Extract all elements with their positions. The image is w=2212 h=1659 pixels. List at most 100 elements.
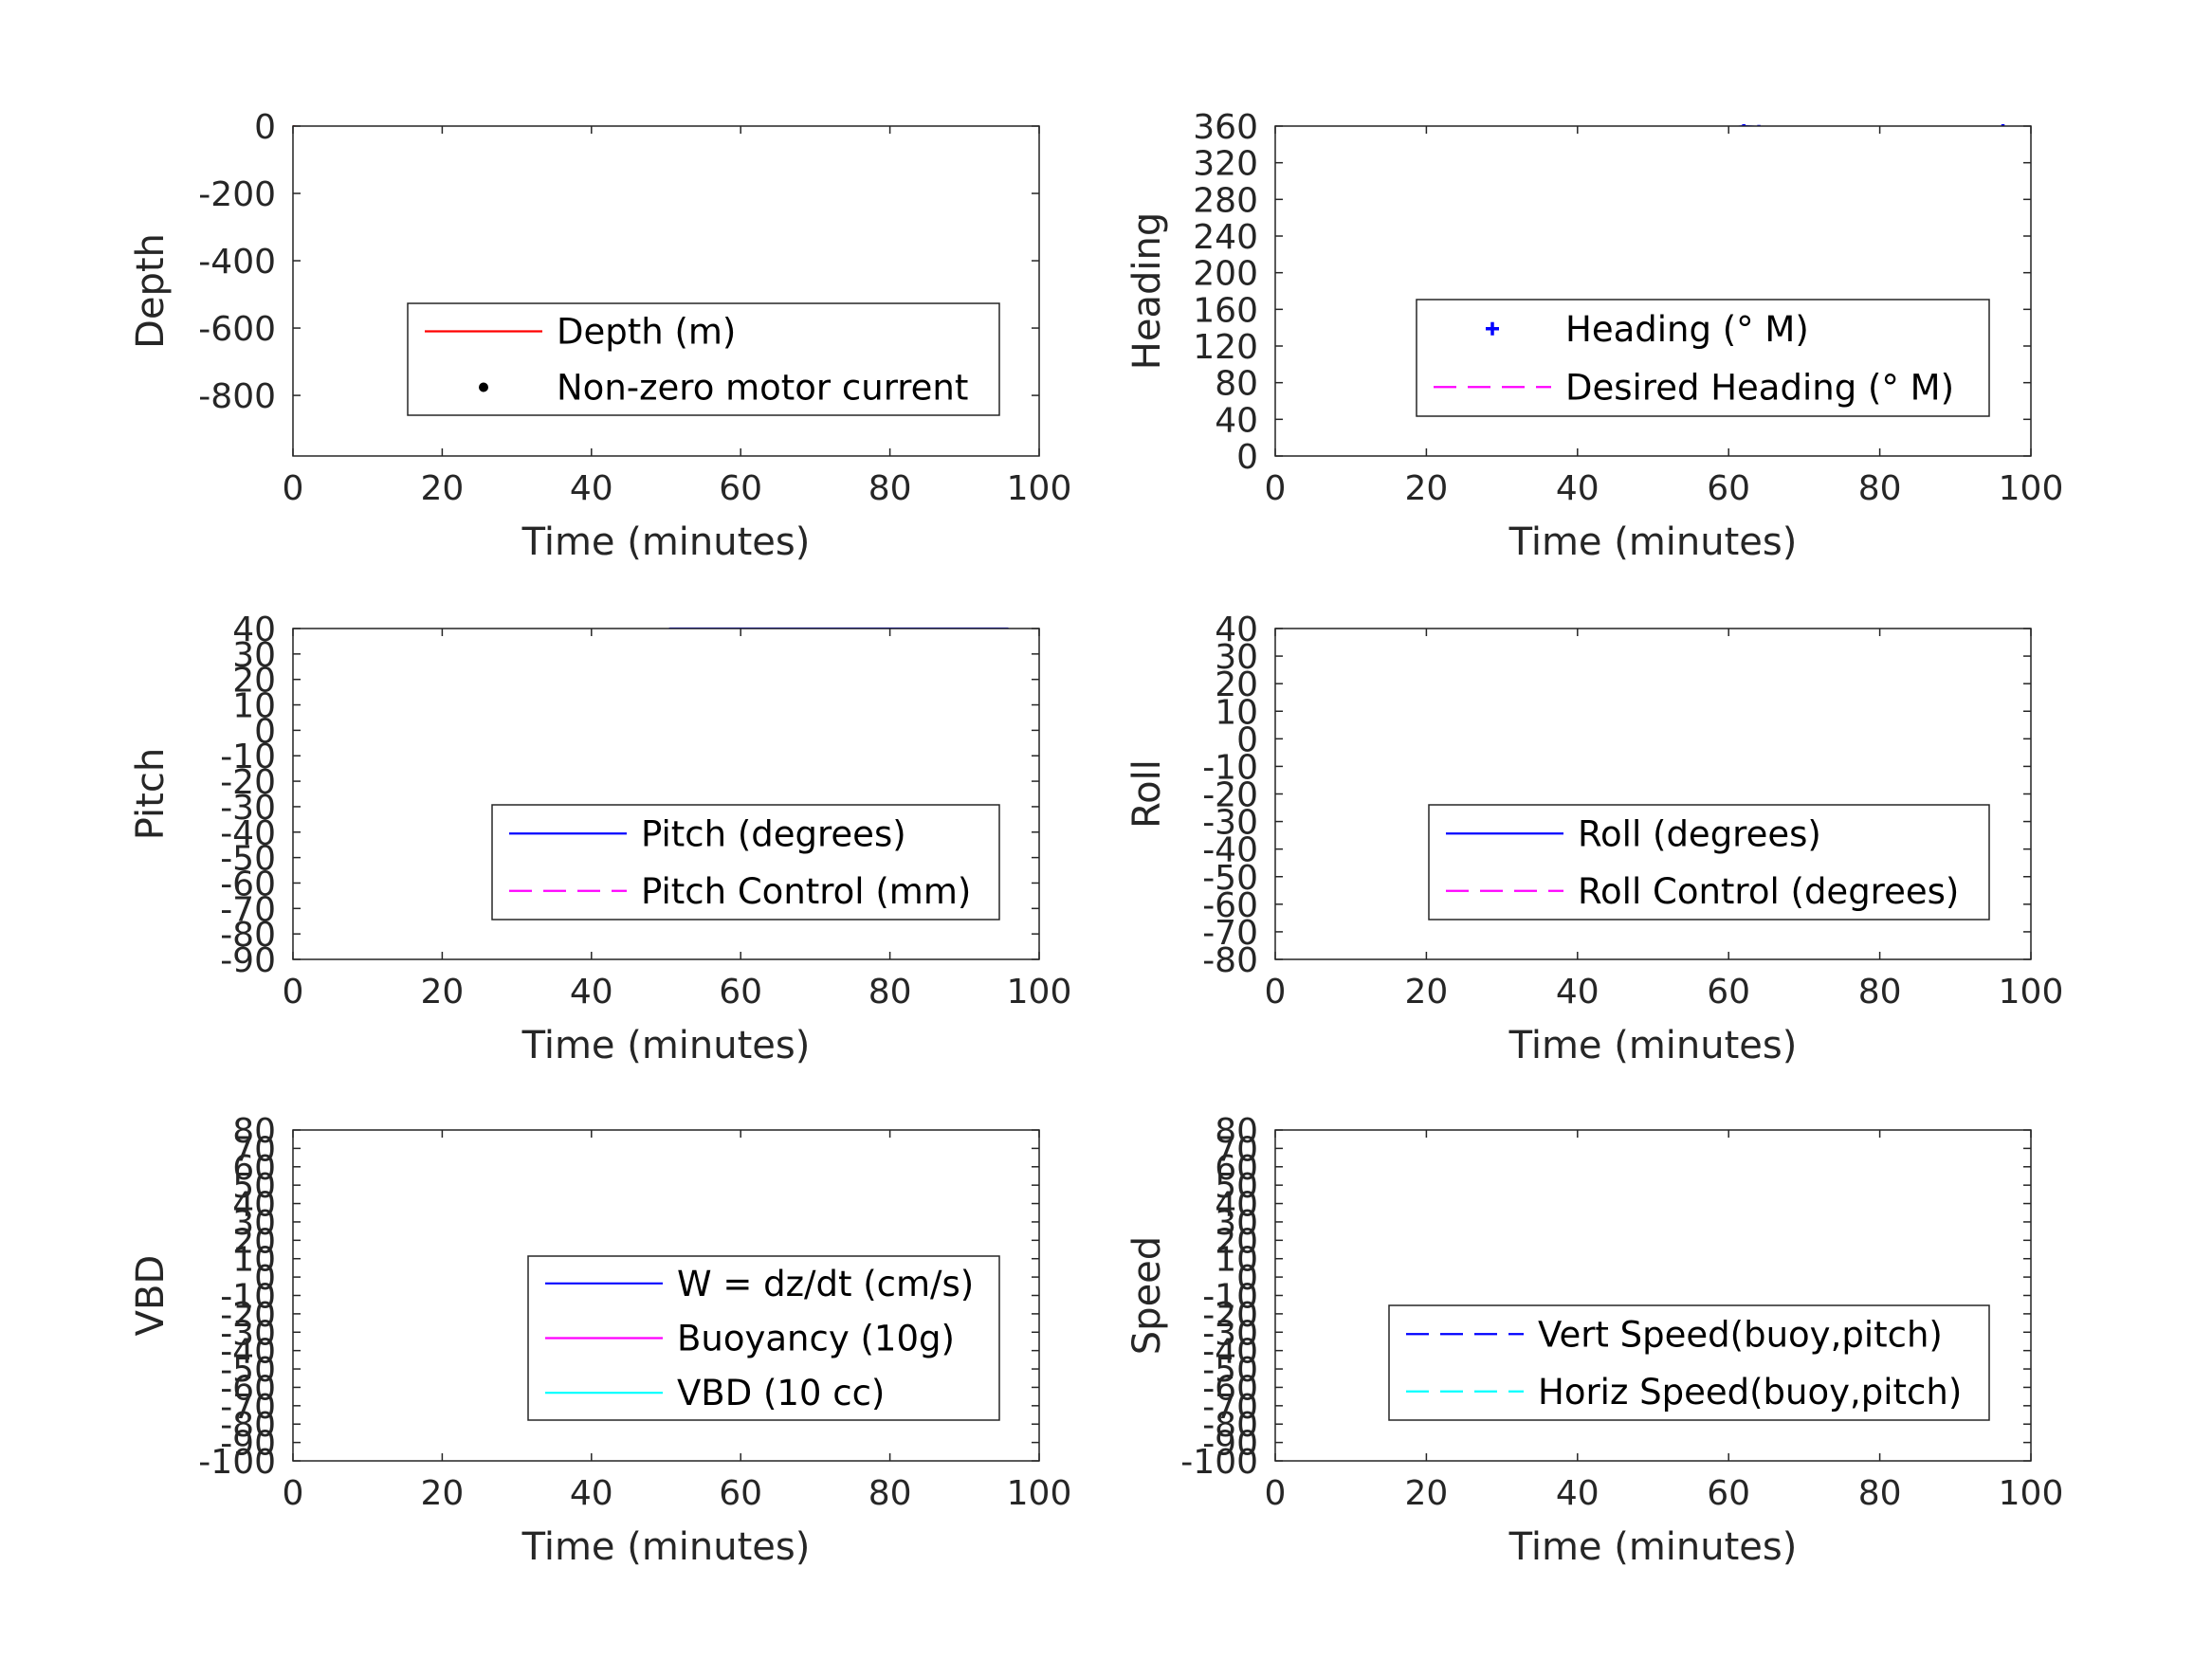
y-tick-label: -80 (1202, 1406, 1258, 1445)
y-tick-label: 10 (1215, 693, 1258, 732)
x-tick-label: 20 (420, 469, 464, 508)
legend: W = dz/dt (cm/s) Buoyancy (10g) VBD (10 cc… (527, 1255, 1000, 1421)
y-tick-label: 80 (1215, 365, 1258, 404)
legend-box (1428, 804, 1990, 921)
y-tick-label: -70 (1202, 1388, 1258, 1427)
legend-label: Roll Control (degrees) (1578, 871, 1959, 912)
y-tick-label: 40 (1215, 1186, 1258, 1225)
legend-label: Depth (m) (557, 312, 736, 353)
x-tick-label: 100 (1007, 469, 1072, 508)
y-tick-label: 280 (1193, 181, 1258, 220)
x-axis-label: Time (minutes) (1508, 1024, 1798, 1067)
y-tick-label: 200 (1193, 255, 1258, 294)
x-tick-label: 80 (868, 469, 912, 508)
y-tick-label: 320 (1193, 145, 1258, 184)
y-tick-label: 60 (232, 1149, 276, 1188)
y-tick-label: 240 (1193, 218, 1258, 257)
legend-label: Pitch Control (mm) (641, 871, 971, 912)
y-tick-label: 50 (232, 1167, 276, 1206)
y-tick-label: -20 (1202, 1296, 1258, 1335)
legend-box (1388, 1304, 1990, 1421)
x-tick-label: 40 (1556, 1474, 1600, 1513)
y-tick-label: 40 (232, 1186, 276, 1225)
y-tick-label: 50 (1215, 1167, 1258, 1206)
y-tick-label: 30 (232, 1204, 276, 1243)
x-tick-label: 20 (420, 1474, 464, 1513)
legend: Heading (° M) Desired Heading (° M) (1416, 299, 1990, 417)
x-tick-label: 60 (719, 469, 762, 508)
x-tick-label: 100 (1007, 973, 1072, 1012)
y-tick-label: 160 (1193, 291, 1258, 330)
y-tick-label: -70 (1202, 914, 1258, 953)
y-axis-label: Heading (1125, 212, 1169, 370)
x-tick-label: 60 (1707, 469, 1750, 508)
y-tick-label: -40 (1202, 831, 1258, 870)
legend: Vert Speed(buoy,pitch) Horiz Speed(buoy,p… (1388, 1304, 1990, 1421)
y-tick-label: 0 (1236, 720, 1258, 759)
y-tick-label: -90 (220, 1425, 276, 1464)
y-tick-label: -60 (220, 1369, 276, 1408)
y-tick-label: -30 (220, 1314, 276, 1353)
x-tick-label: 60 (719, 1474, 762, 1513)
x-tick-label: 100 (1999, 1474, 2064, 1513)
y-tick-label: -50 (1202, 859, 1258, 898)
y-tick-label: 20 (1215, 1222, 1258, 1261)
chart-depth: 0 20 40 60 80 100 0 -200 -400 -600 -800 Time (minut… (129, 108, 1071, 564)
legend-label: Buoyancy (10g) (677, 1319, 955, 1359)
y-tick-label: 70 (1215, 1130, 1258, 1169)
legend-label: Roll (degrees) (1578, 813, 1821, 854)
y-tick-label: 80 (232, 1112, 276, 1151)
y-tick-label: -600 (198, 310, 276, 349)
chart-roll: 0 20 40 60 80 100-80-70-60-50-40-30-20-100102… (1125, 611, 2063, 1067)
x-tick-label: 0 (1265, 1474, 1287, 1513)
y-tick-label: -20 (220, 1296, 276, 1335)
y-tick-label: 20 (232, 1222, 276, 1261)
y-tick-label: 70 (232, 1130, 276, 1169)
x-tick-label: 20 (1404, 1474, 1448, 1513)
x-tick-label: 20 (420, 973, 464, 1012)
x-tick-label: 20 (1404, 973, 1448, 1012)
y-tick-label: -10 (1202, 1278, 1258, 1317)
y-tick-label: 360 (1193, 108, 1258, 147)
chart-pitch: 0 20 40 60 80 100-90-80-70-60-50-40-30-20-100… (129, 611, 1071, 1067)
y-tick-label: -200 (198, 175, 276, 214)
y-tick-label: -40 (1202, 1333, 1258, 1372)
y-tick-label: -100 (198, 1443, 276, 1482)
y-tick-label: -50 (1202, 1351, 1258, 1390)
legend-swatch (1486, 321, 1499, 336)
y-tick-label: 40 (1215, 611, 1258, 649)
y-tick-label: -30 (220, 789, 276, 828)
legend-box (1416, 299, 1990, 417)
y-tick-label: 40 (1215, 401, 1258, 440)
x-tick-label: 100 (1999, 469, 2064, 508)
x-tick-label: 40 (1556, 973, 1600, 1012)
x-tick-label: 0 (1265, 469, 1287, 508)
y-tick-label: 0 (254, 1259, 276, 1298)
y-axis-label: Depth (129, 233, 173, 349)
x-tick-label: 0 (283, 973, 304, 1012)
x-axis-label: Time (minutes) (521, 520, 811, 564)
y-tick-label: -70 (220, 890, 276, 929)
x-axis-label: Time (minutes) (521, 1024, 811, 1067)
chart-heading: 0 20 40 60 80 10004080120160200240280320360Ti… (1125, 108, 2063, 564)
x-tick-label: 40 (570, 469, 613, 508)
legend-label: Non-zero motor current (557, 368, 968, 409)
x-tick-label: 20 (1404, 469, 1448, 508)
legend: Roll (degrees) Roll Control (degrees) (1428, 804, 1990, 921)
y-tick-label: -40 (220, 1333, 276, 1372)
x-tick-label: 40 (570, 1474, 613, 1513)
y-tick-label: -100 (1180, 1443, 1258, 1482)
x-tick-label: 80 (868, 1474, 912, 1513)
y-tick-label: -60 (1202, 1369, 1258, 1408)
y-tick-label: -20 (1202, 776, 1258, 815)
x-tick-label: 40 (570, 973, 613, 1012)
x-axis-label: Time (minutes) (1508, 1525, 1798, 1569)
y-tick-label: 10 (232, 687, 276, 726)
legend-label: Pitch (degrees) (641, 813, 906, 854)
y-tick-label: -50 (220, 1351, 276, 1390)
x-axis-label: Time (minutes) (1508, 520, 1798, 564)
y-tick-label: 30 (1215, 638, 1258, 677)
y-tick-label: 10 (1215, 1241, 1258, 1280)
y-tick-label: 0 (1236, 1259, 1258, 1298)
